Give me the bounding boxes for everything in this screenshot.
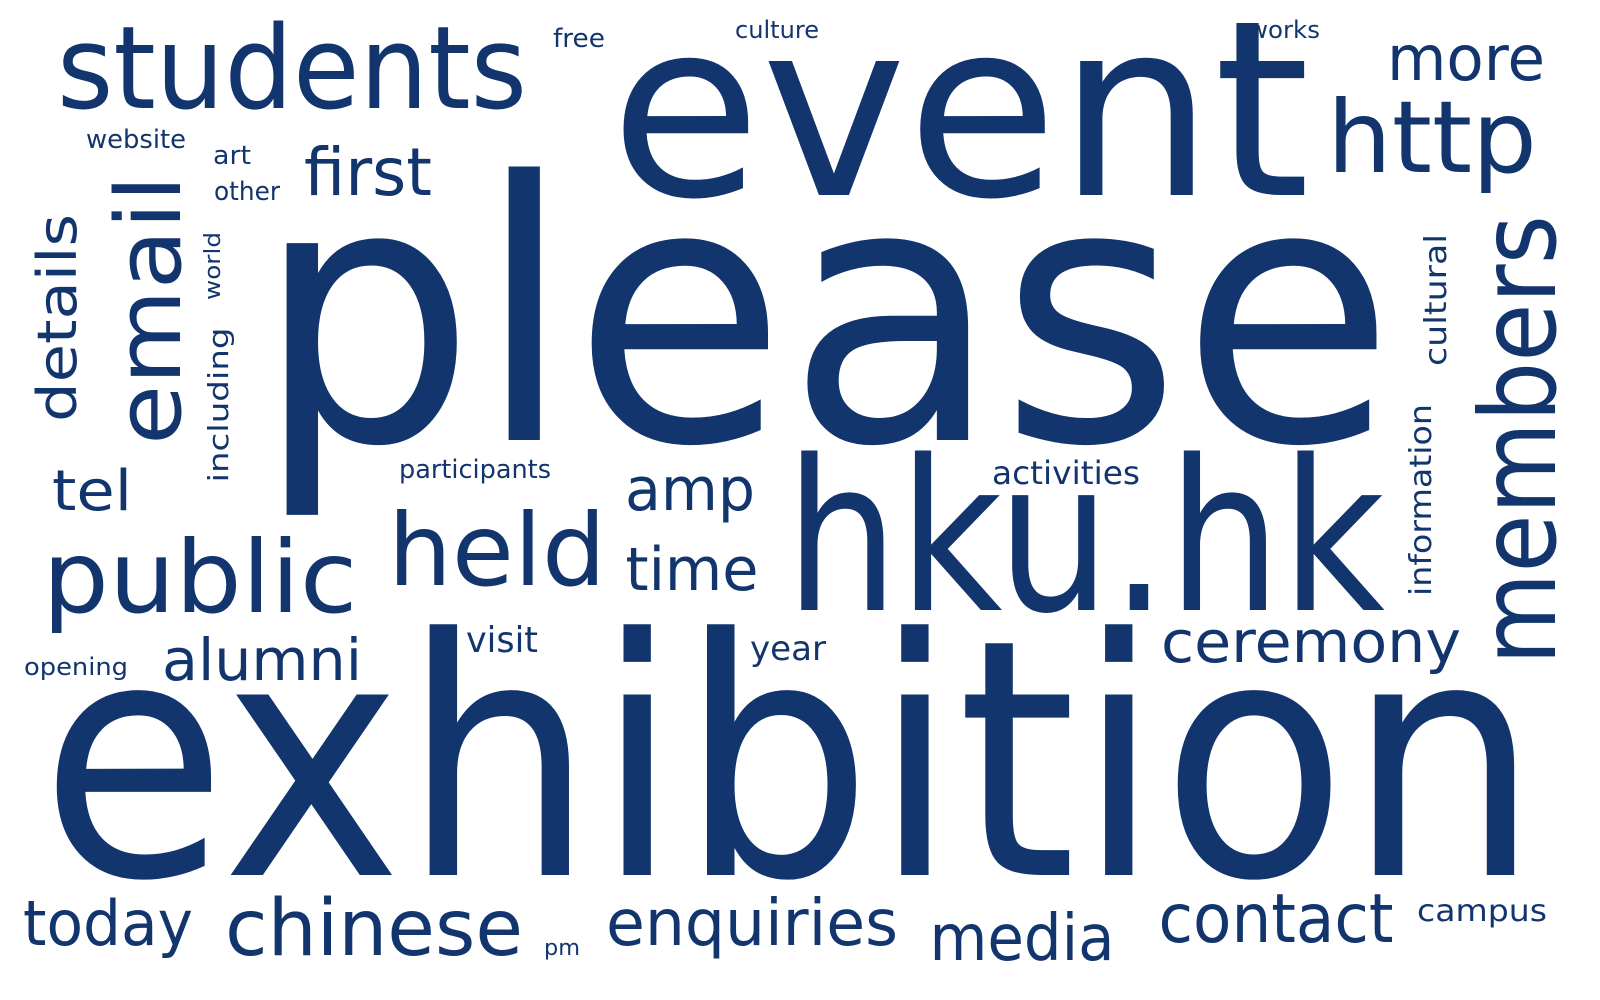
word-public: public bbox=[43, 519, 358, 636]
word-opening: opening bbox=[24, 653, 128, 681]
word-hku-hk: hku.hk bbox=[785, 415, 1385, 660]
word-art: art bbox=[213, 141, 251, 171]
word-campus: campus bbox=[1417, 894, 1547, 929]
word-media: media bbox=[930, 902, 1115, 976]
word-other: other bbox=[214, 177, 280, 207]
word-contact: contact bbox=[1159, 880, 1394, 959]
word-held: held bbox=[388, 492, 606, 609]
word-students: students bbox=[57, 2, 527, 136]
word-including: including bbox=[202, 328, 235, 483]
word-free: free bbox=[553, 24, 605, 54]
word-please: please bbox=[255, 106, 1395, 525]
word-event: event bbox=[610, 0, 1310, 253]
word-details: details bbox=[26, 214, 89, 422]
word-year: year bbox=[750, 629, 826, 669]
word-members: members bbox=[1458, 215, 1580, 665]
word-chinese: chinese bbox=[225, 884, 523, 974]
word-participants: participants bbox=[399, 455, 551, 485]
word-enquiries: enquiries bbox=[606, 887, 898, 961]
word-more: more bbox=[1387, 22, 1545, 95]
word-website: website bbox=[86, 125, 186, 155]
word-exhibition: exhibition bbox=[40, 569, 1540, 953]
word-information: information bbox=[1404, 404, 1439, 596]
word-activities: activities bbox=[992, 454, 1140, 492]
word-ceremony: ceremony bbox=[1161, 608, 1461, 676]
word-world: world bbox=[201, 232, 226, 300]
word-amp: amp bbox=[625, 455, 755, 525]
word-http: http bbox=[1327, 79, 1537, 196]
word-time: time bbox=[626, 535, 759, 605]
word-visit: visit bbox=[466, 620, 538, 661]
word-email: email bbox=[97, 175, 202, 445]
word-works: works bbox=[1248, 16, 1320, 44]
word-pm: pm bbox=[544, 936, 580, 961]
word-tel: tel bbox=[52, 459, 132, 524]
word-today: today bbox=[23, 887, 193, 960]
word-cultural: cultural bbox=[1419, 234, 1454, 366]
word-first: first bbox=[304, 134, 432, 211]
word-alumni: alumni bbox=[162, 626, 362, 694]
word-culture: culture bbox=[735, 16, 819, 44]
